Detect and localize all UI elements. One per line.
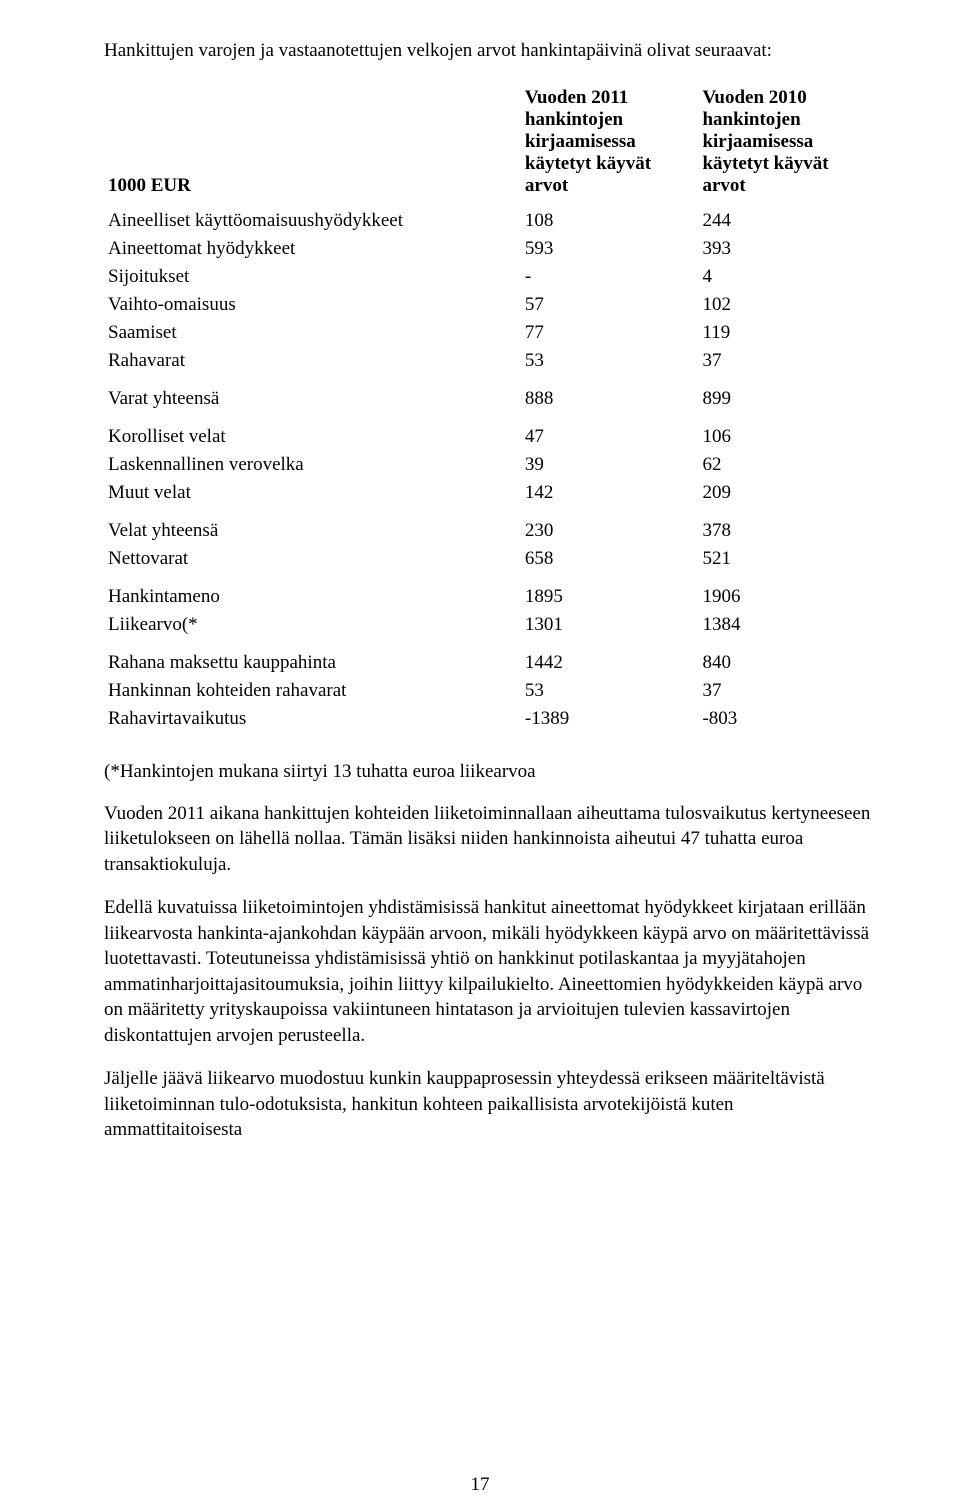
table-row: Rahavirtavaikutus -1389 -803 xyxy=(104,705,876,733)
row-value: 37 xyxy=(698,677,876,705)
row-value: 37 xyxy=(698,347,876,375)
body-paragraph: Jäljelle jäävä liikearvo muodostuu kunki… xyxy=(104,1066,876,1142)
financial-table: 1000 EUR Vuoden 2011 hankintojen kirjaam… xyxy=(104,84,876,733)
table-row: Saamiset 77 119 xyxy=(104,319,876,347)
row-value: 1895 xyxy=(521,583,699,611)
body-paragraph: Vuoden 2011 aikana hankittujen kohteiden… xyxy=(104,801,876,877)
row-value: -1389 xyxy=(521,705,699,733)
row-label: Hankintameno xyxy=(104,583,521,611)
row-value: 142 xyxy=(521,479,699,507)
row-label: Laskennallinen verovelka xyxy=(104,451,521,479)
row-value: 108 xyxy=(521,207,699,235)
table-row: Rahana maksettu kauppahinta 1442 840 xyxy=(104,649,876,677)
spacer-row xyxy=(104,573,876,583)
intro-text: Hankittujen varojen ja vastaanotettujen … xyxy=(104,40,876,62)
body-paragraph: Edellä kuvatuissa liiketoimintojen yhdis… xyxy=(104,895,876,1048)
row-value: 593 xyxy=(521,235,699,263)
row-label: Rahana maksettu kauppahinta xyxy=(104,649,521,677)
row-label: Sijoitukset xyxy=(104,263,521,291)
row-value: 119 xyxy=(698,319,876,347)
row-value: 57 xyxy=(521,291,699,319)
row-label: Muut velat xyxy=(104,479,521,507)
row-value: 393 xyxy=(698,235,876,263)
table-row: Laskennallinen verovelka 39 62 xyxy=(104,451,876,479)
table-header-row: 1000 EUR Vuoden 2011 hankintojen kirjaam… xyxy=(104,84,876,207)
row-label: Liikearvo(* xyxy=(104,611,521,639)
row-label: Rahavarat xyxy=(104,347,521,375)
row-value: 53 xyxy=(521,677,699,705)
row-value: 209 xyxy=(698,479,876,507)
row-value: 521 xyxy=(698,545,876,573)
row-label: Varat yhteensä xyxy=(104,385,521,413)
row-value: - xyxy=(521,263,699,291)
row-value: 62 xyxy=(698,451,876,479)
row-value: 77 xyxy=(521,319,699,347)
liabilities-total-row: Velat yhteensä 230 378 xyxy=(104,517,876,545)
row-value: 39 xyxy=(521,451,699,479)
row-value: 106 xyxy=(698,423,876,451)
spacer-row xyxy=(104,375,876,385)
row-value: 658 xyxy=(521,545,699,573)
row-value: 1906 xyxy=(698,583,876,611)
row-value: 378 xyxy=(698,517,876,545)
row-value: 47 xyxy=(521,423,699,451)
net-assets-row: Nettovarat 658 521 xyxy=(104,545,876,573)
row-label: Aineelliset käyttöomaisuushyödykkeet xyxy=(104,207,521,235)
row-value: 53 xyxy=(521,347,699,375)
row-label: Saamiset xyxy=(104,319,521,347)
row-value: 102 xyxy=(698,291,876,319)
page-number: 17 xyxy=(0,1474,960,1496)
assets-total-row: Varat yhteensä 888 899 xyxy=(104,385,876,413)
row-value: 1442 xyxy=(521,649,699,677)
document-page: Hankittujen varojen ja vastaanotettujen … xyxy=(0,0,960,1510)
header-col1: Vuoden 2011 hankintojen kirjaamisessa kä… xyxy=(521,84,699,207)
row-value: 4 xyxy=(698,263,876,291)
row-label: Rahavirtavaikutus xyxy=(104,705,521,733)
table-row: Korolliset velat 47 106 xyxy=(104,423,876,451)
header-col2: Vuoden 2010 hankintojen kirjaamisessa kä… xyxy=(698,84,876,207)
row-value: 1301 xyxy=(521,611,699,639)
table-row: Liikearvo(* 1301 1384 xyxy=(104,611,876,639)
table-row: Hankinnan kohteiden rahavarat 53 37 xyxy=(104,677,876,705)
row-value: 840 xyxy=(698,649,876,677)
row-value: 230 xyxy=(521,517,699,545)
spacer-row xyxy=(104,507,876,517)
row-value: 244 xyxy=(698,207,876,235)
table-row: Vaihto-omaisuus 57 102 xyxy=(104,291,876,319)
row-value: -803 xyxy=(698,705,876,733)
spacer-row xyxy=(104,639,876,649)
row-label: Nettovarat xyxy=(104,545,521,573)
table-row: Rahavarat 53 37 xyxy=(104,347,876,375)
table-row: Muut velat 142 209 xyxy=(104,479,876,507)
row-label: Hankinnan kohteiden rahavarat xyxy=(104,677,521,705)
spacer-row xyxy=(104,413,876,423)
row-label: Aineettomat hyödykkeet xyxy=(104,235,521,263)
table-row: Sijoitukset - 4 xyxy=(104,263,876,291)
footnote-text: (*Hankintojen mukana siirtyi 13 tuhatta … xyxy=(104,761,876,783)
row-value: 888 xyxy=(521,385,699,413)
table-row: Aineelliset käyttöomaisuushyödykkeet 108… xyxy=(104,207,876,235)
row-label: Velat yhteensä xyxy=(104,517,521,545)
table-row: Aineettomat hyödykkeet 593 393 xyxy=(104,235,876,263)
row-value: 1384 xyxy=(698,611,876,639)
row-value: 899 xyxy=(698,385,876,413)
table-row: Hankintameno 1895 1906 xyxy=(104,583,876,611)
row-label: Vaihto-omaisuus xyxy=(104,291,521,319)
header-row-label: 1000 EUR xyxy=(104,84,521,207)
row-label: Korolliset velat xyxy=(104,423,521,451)
